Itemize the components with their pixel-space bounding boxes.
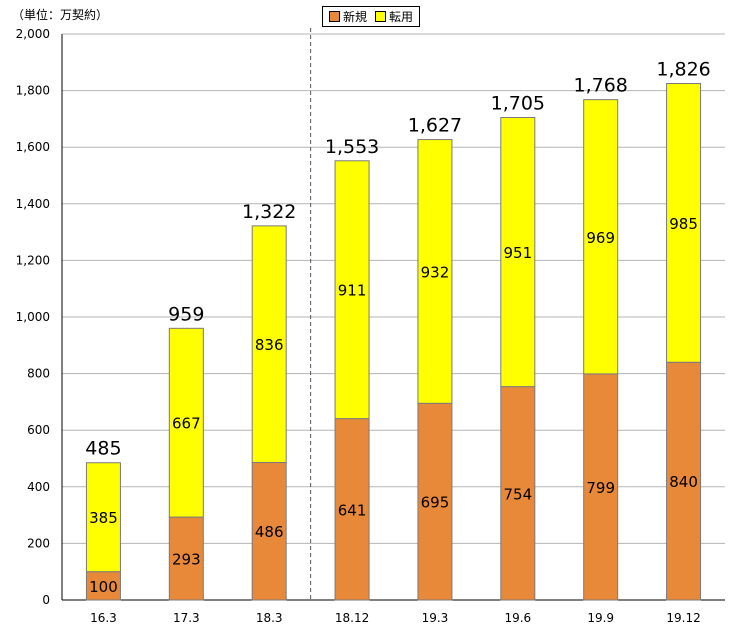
- y-tick-label: 600: [27, 423, 50, 437]
- legend-item-convert: 転用: [375, 8, 413, 25]
- bar-segment-convert: [500, 116, 536, 388]
- total-label: 1,768: [573, 75, 627, 97]
- data-label-convert: 667: [172, 415, 201, 433]
- bar-segment-convert: [251, 225, 287, 463]
- y-tick-label: 200: [27, 536, 50, 550]
- legend-swatch-convert: [375, 11, 387, 22]
- bar-segment-new: [583, 373, 619, 601]
- total-label: 1,705: [491, 92, 545, 114]
- y-tick-label: 1,800: [16, 84, 50, 98]
- legend: 新規 転用: [322, 6, 421, 27]
- data-label-new: 293: [172, 551, 201, 569]
- total-label: 1,322: [242, 201, 296, 223]
- bar-segment-convert: [666, 83, 702, 363]
- x-tick-label: 19.3: [422, 611, 449, 625]
- unit-label: （単位：万契約）: [12, 8, 109, 22]
- y-tick-label: 1,600: [16, 140, 50, 154]
- total-label: 959: [168, 303, 204, 325]
- y-tick-label: 1,400: [16, 197, 50, 211]
- x-tick-label: 16.3: [90, 611, 117, 625]
- data-label-new: 695: [421, 494, 450, 512]
- y-tick-label: 0: [42, 593, 50, 607]
- data-label-new: 840: [669, 473, 698, 491]
- bar-segment-new: [85, 571, 121, 601]
- bar-segment-convert: [417, 139, 453, 404]
- bar-segment-convert: [85, 462, 121, 573]
- data-label-convert: 911: [338, 282, 367, 300]
- bar-segment-new: [168, 516, 204, 601]
- data-label-convert: 969: [586, 229, 615, 247]
- data-label-new: 100: [89, 578, 118, 596]
- y-tick-label: 2,000: [16, 27, 50, 41]
- total-label: 1,826: [656, 59, 710, 81]
- x-tick-label: 19.6: [504, 611, 531, 625]
- x-tick-label: 18.3: [256, 611, 283, 625]
- data-label-convert: 985: [669, 215, 698, 233]
- x-tick-label: 17.3: [173, 611, 200, 625]
- bar-segment-convert: [168, 327, 204, 518]
- y-tick-label: 1,000: [16, 310, 50, 324]
- y-tick-label: 800: [27, 367, 50, 381]
- data-label-convert: 932: [421, 263, 450, 281]
- data-label-convert: 385: [89, 509, 118, 527]
- bar-segment-convert: [583, 99, 619, 375]
- x-tick-label: 19.12: [666, 611, 700, 625]
- total-label: 1,553: [325, 136, 379, 158]
- data-label-new: 754: [503, 485, 532, 503]
- legend-item-new: 新規: [329, 8, 367, 25]
- legend-label-convert: 転用: [389, 10, 414, 24]
- total-label: 485: [85, 438, 121, 460]
- x-tick-label: 19.9: [587, 611, 614, 625]
- data-label-new: 486: [255, 523, 284, 541]
- bar-segment-new: [334, 418, 370, 601]
- total-label: 1,627: [408, 115, 462, 137]
- legend-swatch-new: [329, 11, 340, 22]
- bar-segment-new: [666, 361, 702, 601]
- data-label-convert: 951: [503, 244, 532, 262]
- legend-label-new: 新規: [343, 10, 368, 24]
- data-label-new: 641: [338, 501, 367, 519]
- bar-segment-convert: [334, 160, 370, 420]
- x-tick-label: 18.12: [335, 611, 369, 625]
- data-label-convert: 836: [255, 336, 284, 354]
- bar-segment-new: [417, 402, 453, 601]
- y-tick-label: 400: [27, 480, 50, 494]
- bar-segment-new: [500, 386, 536, 601]
- y-tick-label: 1,200: [16, 253, 50, 267]
- data-label-new: 799: [586, 479, 615, 497]
